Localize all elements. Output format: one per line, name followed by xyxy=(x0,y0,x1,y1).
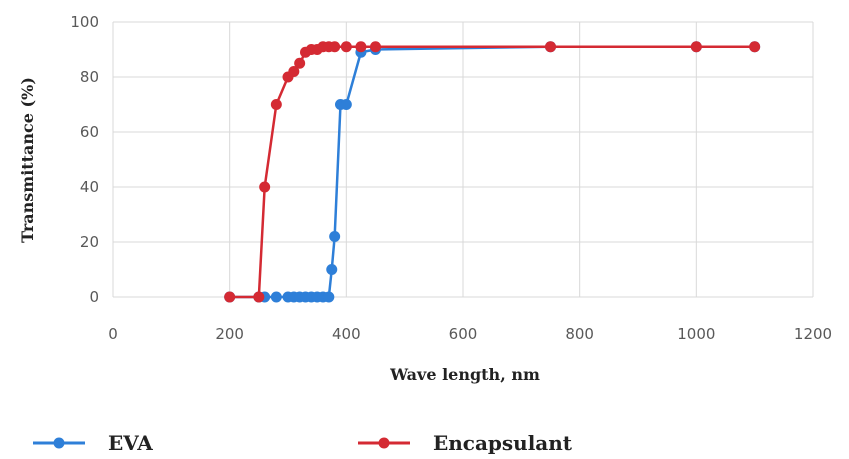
data-point xyxy=(288,66,300,77)
x-tick-label: 1000 xyxy=(677,325,715,343)
x-tick-label: 800 xyxy=(565,325,594,343)
y-tick-label: 40 xyxy=(80,178,99,196)
data-point xyxy=(690,41,702,53)
legend-swatch-marker xyxy=(378,437,390,449)
legend-label: EVA xyxy=(108,431,153,455)
series-line xyxy=(229,45,755,299)
data-point xyxy=(545,41,556,53)
data-point xyxy=(323,291,335,303)
y-tick-label: 0 xyxy=(89,288,99,306)
legend-swatch-marker xyxy=(53,437,65,449)
data-point xyxy=(270,99,282,110)
y-tick-label: 60 xyxy=(80,123,99,141)
data-point xyxy=(329,231,341,242)
data-point xyxy=(355,41,367,53)
data-point xyxy=(340,99,352,110)
legend: EVA Encapsulant xyxy=(33,431,573,455)
series-layer xyxy=(224,41,761,303)
x-tick-label: 400 xyxy=(332,325,361,343)
series-encapsulant xyxy=(224,41,761,303)
series-line xyxy=(229,45,755,299)
data-point xyxy=(259,181,271,193)
x-tick-label: 600 xyxy=(449,325,478,343)
data-point xyxy=(370,41,381,53)
x-tick-label: 200 xyxy=(215,325,244,343)
series-eva xyxy=(224,41,761,303)
y-tick-label: 100 xyxy=(70,13,99,31)
legend-label: Encapsulant xyxy=(433,431,573,455)
legend-item-eva: EVA xyxy=(33,431,153,455)
y-axis-label: Transmittance (%) xyxy=(18,77,37,243)
data-point xyxy=(294,57,306,69)
data-point xyxy=(253,291,265,303)
data-point xyxy=(270,291,282,303)
x-tick-label: 1200 xyxy=(794,325,832,343)
data-point xyxy=(340,41,352,53)
y-tick-label: 20 xyxy=(80,233,99,251)
gridlines xyxy=(112,21,814,298)
data-point xyxy=(224,291,236,303)
x-tick-label: 0 xyxy=(108,325,118,343)
data-point xyxy=(329,41,341,53)
data-point xyxy=(326,264,338,275)
x-axis-label: Wave length, nm xyxy=(389,365,540,384)
y-tick-label: 80 xyxy=(80,68,99,86)
legend-item-encapsulant: Encapsulant xyxy=(358,431,573,455)
data-point xyxy=(749,41,761,53)
